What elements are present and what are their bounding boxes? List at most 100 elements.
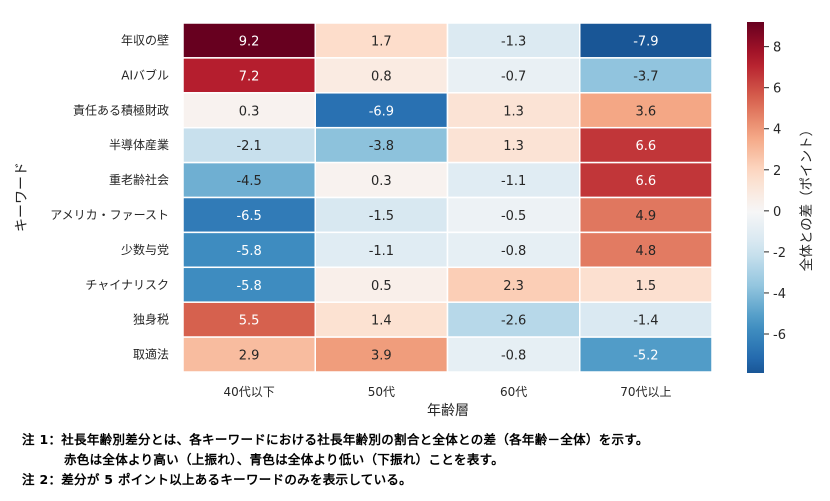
cell-value-label: -1.3 xyxy=(501,34,526,49)
colorbar-title: 全体との差（ポイント） xyxy=(798,123,815,271)
colorbar-tick-label: 6 xyxy=(773,82,781,97)
cell-value-label: -5.8 xyxy=(236,279,261,294)
x-tick-label: 70代以上 xyxy=(620,385,671,399)
cell-value-label: 0.3 xyxy=(371,174,392,189)
cell-value-label: 6.6 xyxy=(636,139,657,154)
cell-value-label: 7.2 xyxy=(239,69,260,84)
colorbar-tick-label: -2 xyxy=(773,246,786,261)
footnotes: 注 1：社長年齢別差分とは、各キーワードにおける社長年齢別の割合と全体との差（各… xyxy=(22,430,822,490)
x-axis-title: 年齢層 xyxy=(427,403,469,419)
heatmap-cell xyxy=(446,196,581,234)
note-1-line-1: 注 1：社長年齢別差分とは、各キーワードにおける社長年齢別の割合と全体との差（各… xyxy=(22,432,649,447)
x-tick-label: 40代以下 xyxy=(223,385,274,399)
colorbar-ticks: 8 6 4 2 0 -2 -4 -6 xyxy=(764,41,786,343)
colorbar-gradient xyxy=(747,22,764,373)
cell-value-label: 2.3 xyxy=(503,279,524,294)
y-tick-label: チャイナリスク xyxy=(85,278,169,292)
y-tick-label: 取適法 xyxy=(133,347,169,362)
heatmap-cell xyxy=(182,22,316,59)
cell-value-label: 0.5 xyxy=(371,279,392,294)
cell-value-label: 1.4 xyxy=(371,314,392,329)
cell-value-label: -5.8 xyxy=(236,244,261,259)
cell-value-label: 4.8 xyxy=(636,244,657,259)
heatmap-cell xyxy=(579,231,713,269)
y-tick-label: 責任ある積極財政 xyxy=(73,102,169,117)
cell-value-label: 4.9 xyxy=(636,209,657,224)
cell-value-label: -6.5 xyxy=(236,209,261,224)
y-tick-label: AIバブル xyxy=(121,67,169,82)
note-2: 注 2：差分が 5 ポイント以上あるキーワードのみを表示している。 xyxy=(22,472,412,487)
heatmap-cell xyxy=(182,161,316,199)
heatmap-cell xyxy=(579,126,713,164)
y-tick-label: 少数与党 xyxy=(121,242,169,257)
note-1-line-2: 赤色は全体より高い（上振れ）、青色は全体より低い（下振れ）ことを表す。 xyxy=(64,452,505,467)
cell-value-label: 3.9 xyxy=(371,349,392,364)
x-tick-labels: 40代以下 50代 60代 70代以上 xyxy=(223,385,671,399)
heatmap-cell xyxy=(182,266,316,303)
heatmap-cell xyxy=(314,57,449,94)
heatmap-cell xyxy=(182,196,316,234)
cell-value-label: 5.5 xyxy=(239,314,260,329)
heatmap-chart: 9.2 1.7 -1.3 -7.9 7.2 0.8 -0.7 -3.7 0.3 -6.9 1.3 3.… xyxy=(14,22,815,419)
y-tick-label: 半導体産業 xyxy=(109,137,169,152)
heatmap-cell xyxy=(579,92,713,129)
heatmap-cell xyxy=(579,22,713,59)
cell-value-label: -2.6 xyxy=(501,314,526,329)
heatmap-cell xyxy=(579,301,713,338)
heatmap-cell xyxy=(446,231,581,269)
cell-value-label: -1.4 xyxy=(633,314,658,329)
cell-value-label: 1.5 xyxy=(636,279,657,294)
heatmap-cell xyxy=(314,126,449,164)
cell-value-label: -1.1 xyxy=(369,244,394,259)
cell-value-label: -3.8 xyxy=(369,139,394,154)
cell-value-label: -3.7 xyxy=(633,69,658,84)
colorbar: 8 6 4 2 0 -2 -4 -6 全体との差（ポイント） xyxy=(747,22,815,373)
y-tick-label: 年収の壁 xyxy=(121,32,169,47)
cell-value-label: -0.7 xyxy=(501,69,526,84)
y-tick-label: アメリカ・ファースト xyxy=(50,208,169,222)
heatmap-cell xyxy=(314,196,449,234)
cell-value-label: 1.3 xyxy=(503,139,524,154)
heatmap-cell xyxy=(579,336,713,373)
colorbar-tick-label: -4 xyxy=(773,287,786,302)
cell-value-label: 0.8 xyxy=(371,69,392,84)
cell-value-label: 0.3 xyxy=(239,104,260,119)
cell-value-label: -4.5 xyxy=(236,174,261,189)
cell-value-label: -2.1 xyxy=(236,139,261,154)
heatmap-cell xyxy=(579,196,713,234)
heatmap-cells: 9.2 1.7 -1.3 -7.9 7.2 0.8 -0.7 -3.7 0.3 -6.9 1.3 3.… xyxy=(182,22,713,373)
x-tick-label: 60代 xyxy=(500,385,527,399)
heatmap-cell xyxy=(314,161,449,199)
cell-value-label: -0.5 xyxy=(501,209,526,224)
heatmap-cell xyxy=(314,22,449,59)
cell-value-label: 1.3 xyxy=(503,104,524,119)
cell-value-label: -0.8 xyxy=(501,244,526,259)
cell-value-label: -6.9 xyxy=(369,104,394,119)
heatmap-cell xyxy=(182,336,316,373)
y-axis-title: キーワード xyxy=(14,162,30,232)
cell-value-label: 9.2 xyxy=(239,34,260,49)
heatmap-cell xyxy=(579,57,713,94)
cell-value-label: 6.6 xyxy=(636,174,657,189)
cell-value-label: -5.2 xyxy=(633,349,658,364)
colorbar-tick-label: 8 xyxy=(773,41,781,56)
heatmap-cell xyxy=(314,336,449,373)
colorbar-tick-label: 0 xyxy=(773,205,781,220)
cell-value-label: 1.7 xyxy=(371,34,392,49)
y-tick-label: 重老齢社会 xyxy=(109,172,169,187)
cell-value-label: -1.1 xyxy=(501,174,526,189)
heatmap-cell xyxy=(579,161,713,199)
heatmap-cell xyxy=(446,266,581,303)
cell-value-label: -1.5 xyxy=(369,209,394,224)
heatmap-cell xyxy=(314,92,449,129)
colorbar-tick-label: 4 xyxy=(773,123,781,138)
y-tick-labels: 年収の壁 AIバブル責任ある積極財政半導体産業重老齢社会アメリカ・ファースト少数与… xyxy=(50,32,169,361)
cell-value-label: 3.6 xyxy=(636,104,657,119)
cell-value-label: -0.8 xyxy=(501,349,526,364)
y-tick-label: 独身税 xyxy=(133,312,169,327)
x-tick-label: 50代 xyxy=(368,385,395,399)
colorbar-tick-label: 2 xyxy=(773,164,781,179)
cell-value-label: 2.9 xyxy=(239,349,260,364)
cell-value-label: -7.9 xyxy=(633,34,658,49)
colorbar-tick-label: -6 xyxy=(773,328,786,343)
